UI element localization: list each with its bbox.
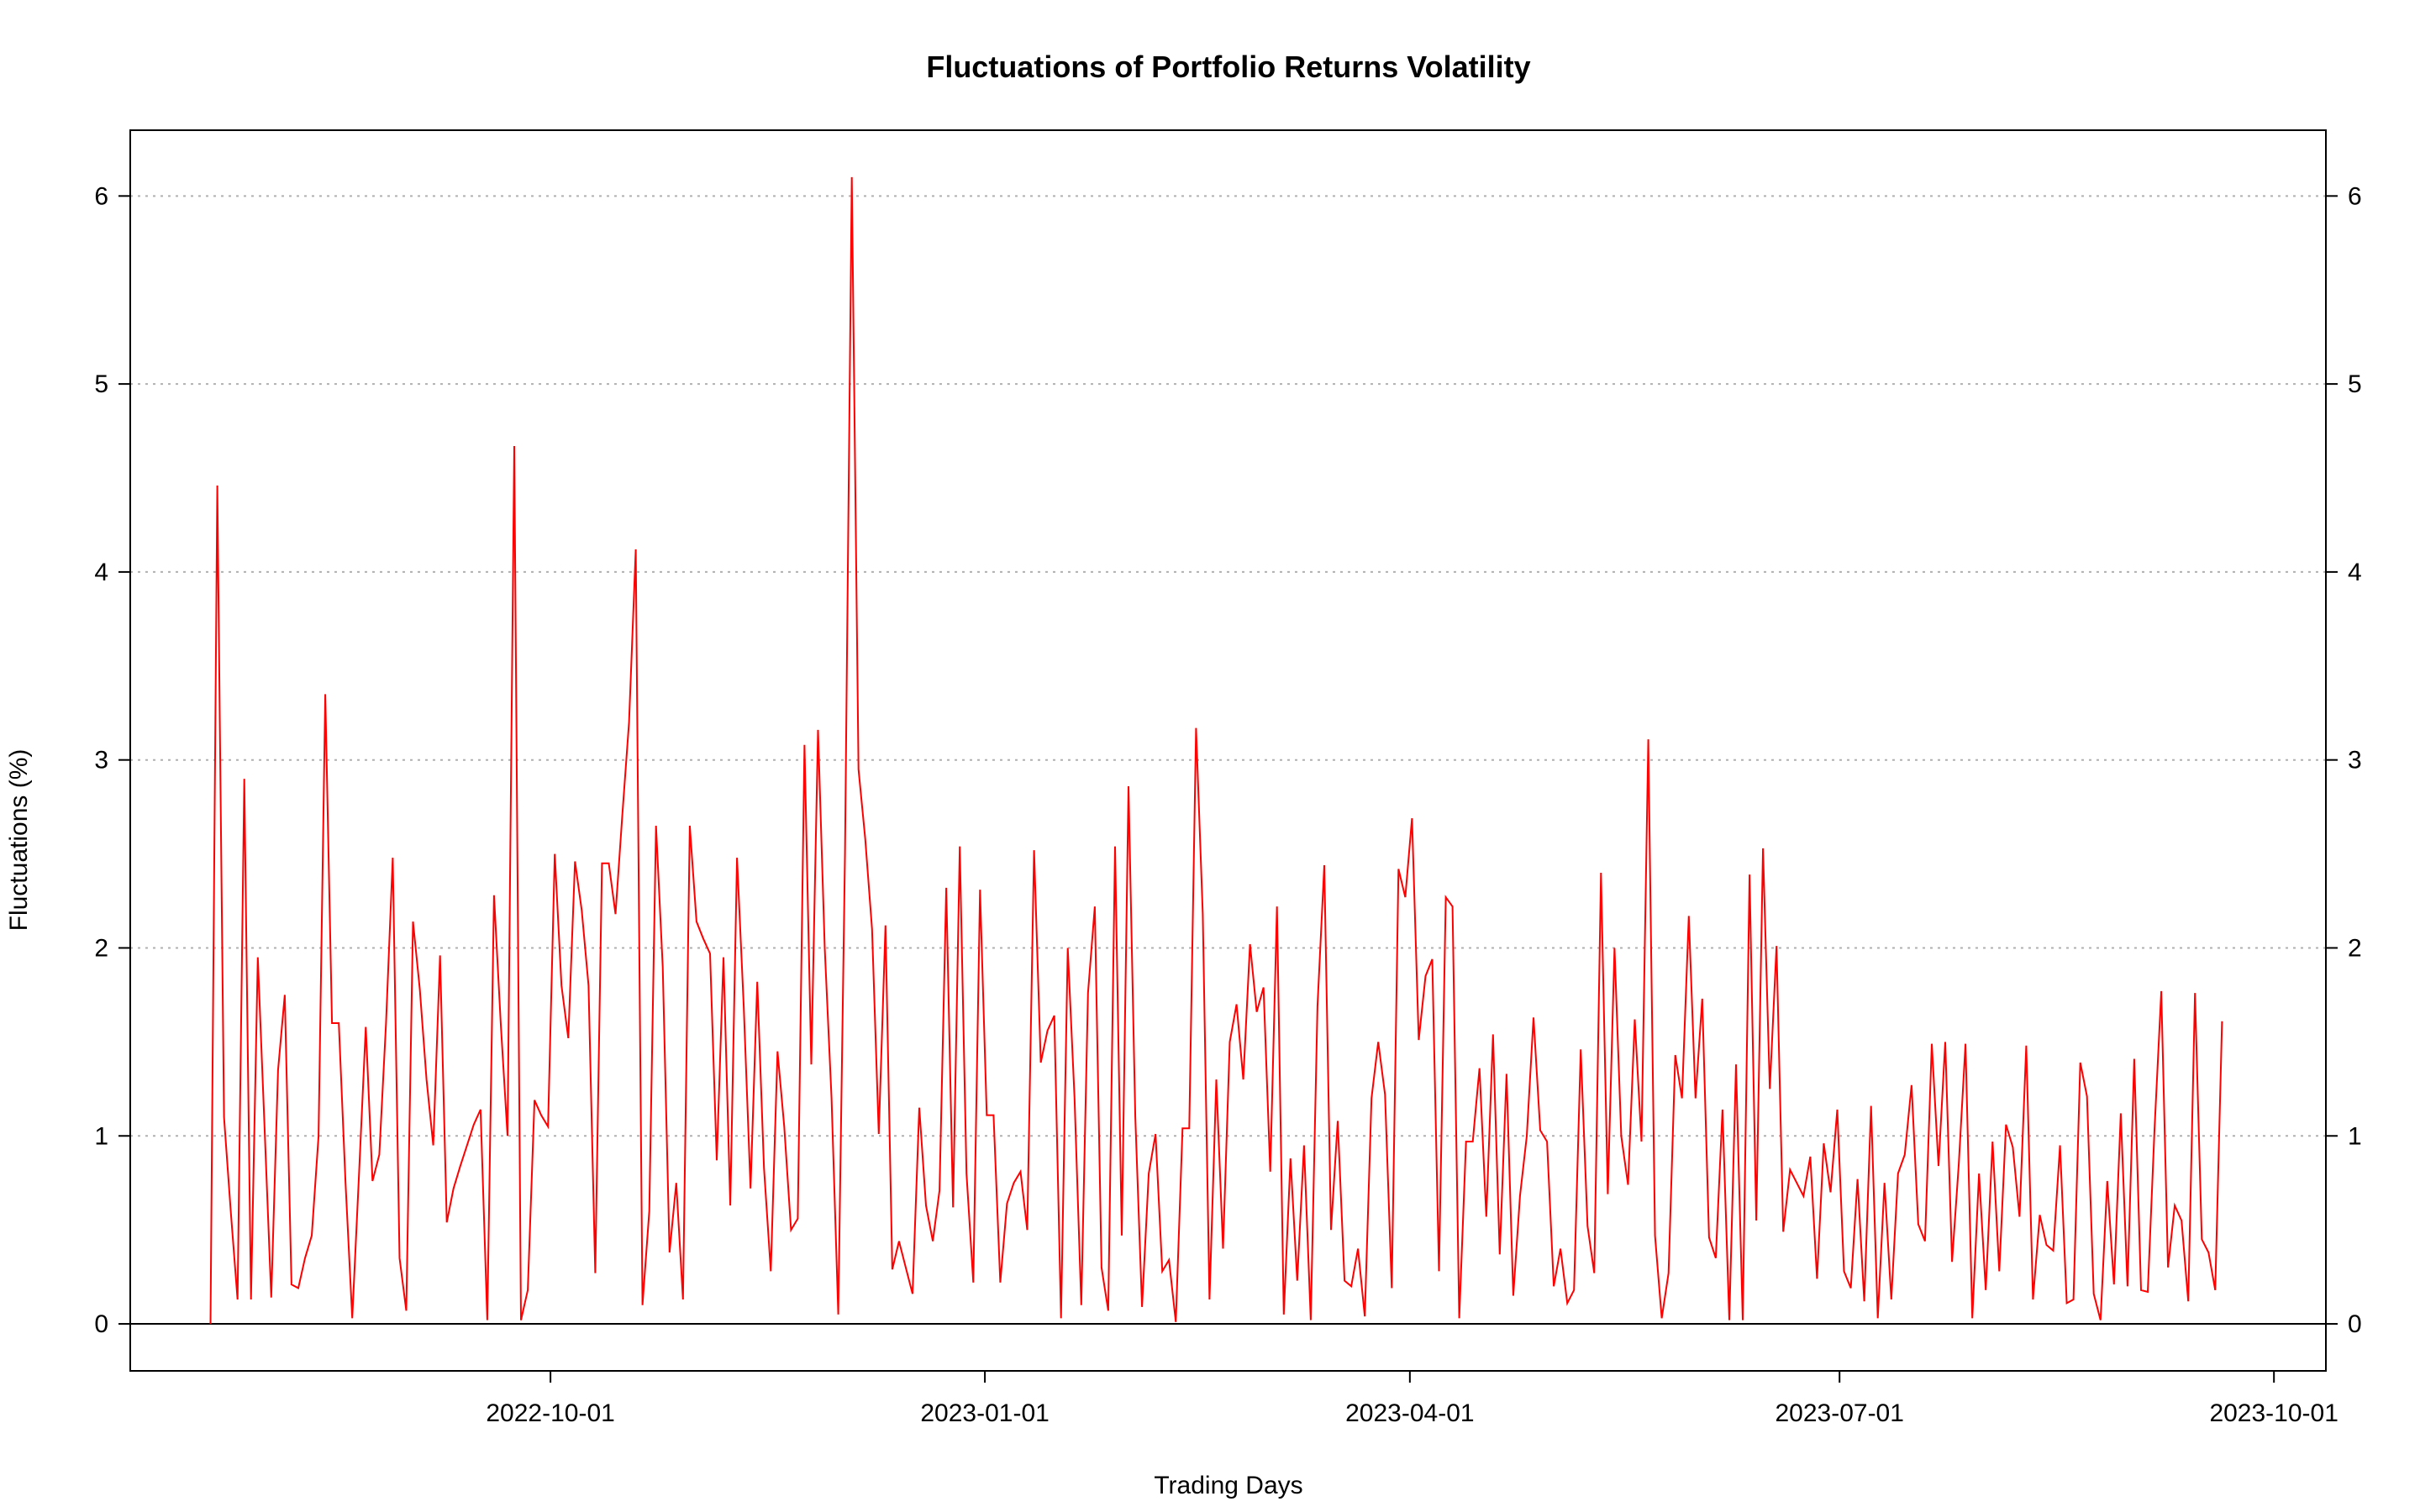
y-tick-left-label-0: 0 bbox=[94, 1310, 108, 1338]
series-line-fluctuations bbox=[209, 176, 2223, 1325]
y-tick-left-label-4: 4 bbox=[94, 559, 108, 586]
y-tick-left-label-2: 2 bbox=[94, 934, 108, 962]
y-tick-left-label-5: 5 bbox=[94, 370, 108, 398]
chart-title: Fluctuations of Portfolio Returns Volati… bbox=[926, 50, 1530, 84]
x-axis: 2022-10-01 2023-01-01 2023-04-01 2023-07-01… bbox=[486, 1371, 2338, 1427]
grid-lines bbox=[130, 195, 2326, 1137]
y-tick-left-label-3: 3 bbox=[94, 747, 108, 774]
y-tick-right-label-2: 2 bbox=[2348, 934, 2362, 962]
y-tick-right-label-4: 4 bbox=[2348, 559, 2362, 586]
x-tick-label-2023-10-01: 2023-10-01 bbox=[2209, 1399, 2338, 1427]
x-tick-label-2023-04-01: 2023-04-01 bbox=[1345, 1399, 1474, 1427]
y-tick-right-label-5: 5 bbox=[2348, 370, 2362, 398]
y-tick-right-label-1: 1 bbox=[2348, 1122, 2362, 1150]
x-tick-label-2023-01-01: 2023-01-01 bbox=[920, 1399, 1049, 1427]
y-tick-left-label-1: 1 bbox=[94, 1122, 108, 1150]
y-tick-left-label-6: 6 bbox=[94, 182, 108, 210]
y-axis-right: 0 1 2 3 4 5 6 bbox=[2326, 182, 2362, 1338]
y-axis-label: Fluctuations (%) bbox=[5, 749, 33, 932]
y-axis-left: 0 1 2 3 4 5 6 bbox=[94, 182, 130, 1338]
plot-area-border bbox=[129, 129, 2327, 1372]
x-axis-label: Trading Days bbox=[1154, 1472, 1302, 1499]
y-tick-right-label-0: 0 bbox=[2348, 1310, 2362, 1338]
y-tick-right-label-6: 6 bbox=[2348, 182, 2362, 210]
y-tick-right-label-3: 3 bbox=[2348, 747, 2362, 774]
x-tick-label-2023-07-01: 2023-07-01 bbox=[1775, 1399, 1903, 1427]
x-tick-label-2022-10-01: 2022-10-01 bbox=[486, 1399, 614, 1427]
